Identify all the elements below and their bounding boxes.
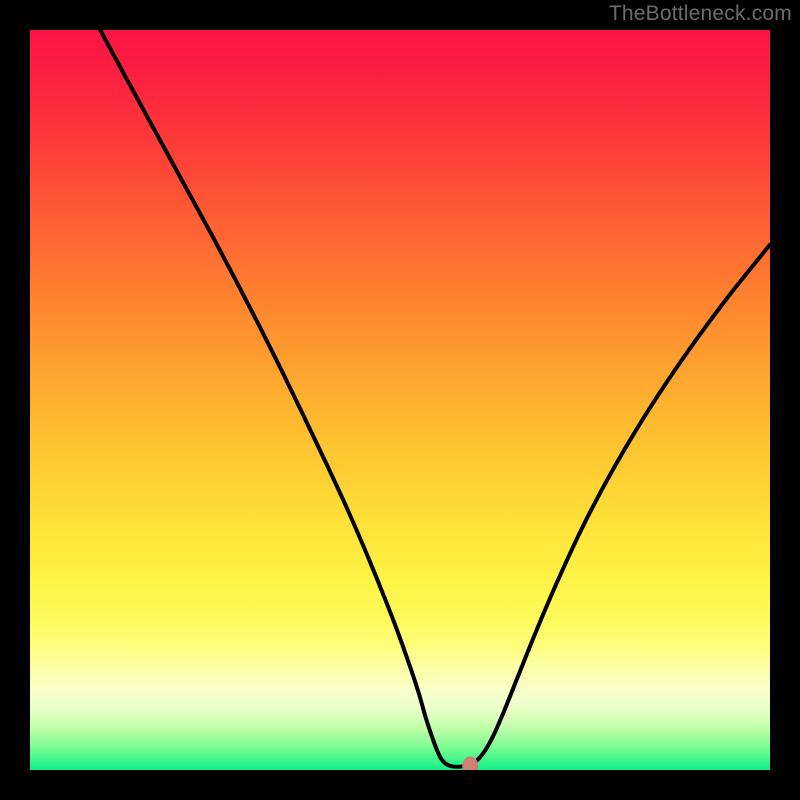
chart-plot-area — [30, 30, 770, 770]
page-watermark: TheBottleneck.com — [609, 2, 792, 26]
chart-container: TheBottleneck.com — [0, 0, 800, 800]
chart-background — [30, 30, 770, 770]
chart-svg — [30, 30, 770, 770]
